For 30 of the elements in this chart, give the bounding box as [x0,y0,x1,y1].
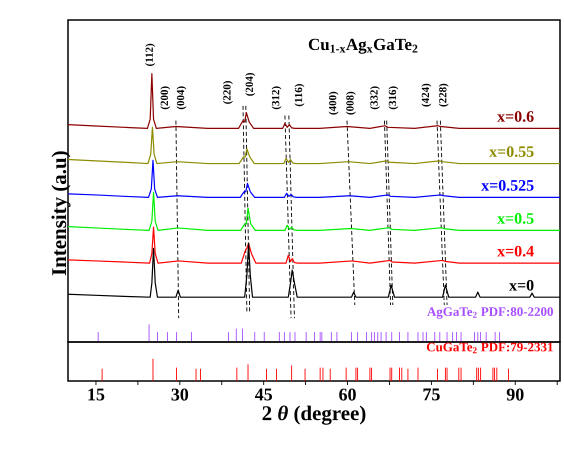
annotation: (116) [294,84,304,106]
annotation: (200) [160,86,170,110]
x-tick-label: 90 [506,388,524,401]
x-tick-label: 15 [88,388,104,401]
x-axis-title: 2 θ (degree) [262,405,366,425]
y-axis-title: Intensity (a.u) [51,151,70,276]
series-label: x=0.525 [481,180,534,191]
annotation: (204) [245,73,256,96]
annotation: (228) [438,84,449,107]
annotation: (332) [370,86,380,110]
series-label: CuGaTe$_{2}$ PDF:79-2331 [426,342,553,354]
series-label: x=0.5 [497,213,534,224]
annotation: (424) [421,84,432,107]
series-label: x=0 [509,280,534,291]
annotation: (008) [346,92,356,115]
annotation: (004) [176,86,186,110]
x-tick-label: 30 [172,388,188,401]
x-tick-label: 45 [254,388,272,400]
text: (112) [145,44,156,66]
annotation: (400) [328,92,339,115]
annotation: (316) [388,86,398,110]
x-tick-label: 75 [423,388,440,400]
annotation: (220) [222,81,233,104]
series-label: AgGaTe$_{2}$ PDF:80-2200 [427,307,553,319]
series-label: x=0.55 [489,146,534,158]
annotation: (312) [272,86,282,110]
x-tick-label: 60 [339,388,356,401]
chart-title: Cu$_{1-x}$Ag$_{x}$GaTe$_{2}$ [308,38,418,54]
series-label: x=0.6 [497,111,534,122]
series-label: x=0.4 [497,246,534,257]
